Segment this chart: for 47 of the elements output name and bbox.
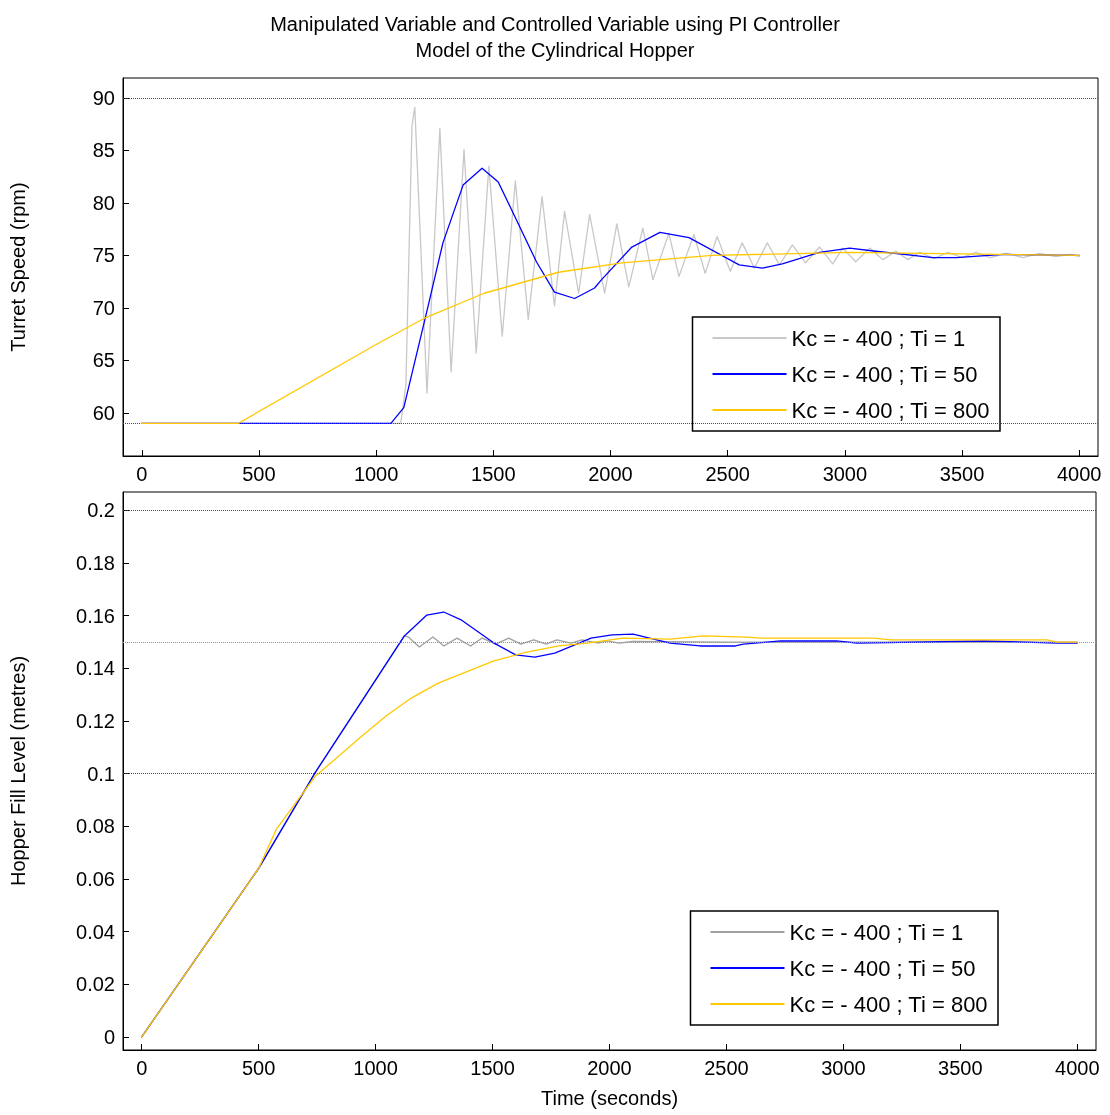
x-tick-label: 3500 xyxy=(938,1057,983,1079)
legend-label: Kc = - 400 ; Ti = 50 xyxy=(791,361,978,387)
legend-label: Kc = - 400 ; Ti = 800 xyxy=(789,991,988,1017)
y-tick-label: 70 xyxy=(92,296,115,319)
x-tick-label: 0 xyxy=(136,1057,148,1079)
y-tick-label: 90 xyxy=(92,86,115,109)
y-tick-label: 0.06 xyxy=(76,867,115,890)
y-tick-label: 0.02 xyxy=(76,973,115,996)
x-tick-label: 2000 xyxy=(587,1057,632,1079)
x-tick-label: 3000 xyxy=(822,463,868,485)
legend-label: Kc = - 400 ; Ti = 1 xyxy=(791,325,966,351)
x-tick-label: 2000 xyxy=(588,463,633,485)
x-tick-label: 1500 xyxy=(470,1057,515,1079)
x-tick-label: 1500 xyxy=(471,463,516,485)
x-tick-label: 2500 xyxy=(705,463,750,485)
y-tick-label: 60 xyxy=(92,401,115,424)
x-tick-label: 500 xyxy=(241,1057,276,1079)
x-tick-label: 1000 xyxy=(353,1057,398,1079)
y-tick-label: 0.14 xyxy=(76,657,115,680)
x-tick-label: 4000 xyxy=(1057,463,1102,485)
y-tick-label: 75 xyxy=(92,244,115,267)
y-tick-label: 0.18 xyxy=(76,552,115,575)
chart-title: Manipulated Variable and Controlled Variable using PI Controller Model of the Cylindrical Hopper xyxy=(270,13,841,61)
y-tick-label: 0.2 xyxy=(87,499,115,522)
x-axis-title: Time (seconds) xyxy=(540,1087,679,1109)
legend-label: Kc = - 400 ; Ti = 50 xyxy=(789,955,976,981)
x-tick-label: 3000 xyxy=(821,1057,866,1079)
y-tick-label: 0.16 xyxy=(76,604,115,627)
y-tick-label: 0.04 xyxy=(76,920,115,943)
legend-label: Kc = - 400 ; Ti = 800 xyxy=(791,397,990,423)
y-tick-label: 0.1 xyxy=(87,762,115,785)
x-tick-label: 1000 xyxy=(353,463,399,485)
y-tick-label: 80 xyxy=(92,191,115,214)
y-tick-label: 0 xyxy=(103,1025,115,1048)
y-axis-title: Hopper Fill Level (metres) xyxy=(7,655,29,887)
y-tick-label: 0.12 xyxy=(76,709,115,732)
y-tick-label: 85 xyxy=(92,139,115,162)
legend-label: Kc = - 400 ; Ti = 1 xyxy=(789,919,964,945)
y-axis-title: Turret Speed (rpm) xyxy=(7,182,29,352)
x-tick-label: 2500 xyxy=(704,1057,749,1079)
x-tick-label: 4000 xyxy=(1055,1057,1100,1079)
y-tick-label: 65 xyxy=(92,349,115,372)
x-tick-label: 3500 xyxy=(939,463,985,485)
x-tick-label: 0 xyxy=(136,463,148,485)
line-series xyxy=(141,251,1080,425)
y-tick-label: 0.08 xyxy=(76,815,115,838)
x-tick-label: 500 xyxy=(242,463,276,485)
